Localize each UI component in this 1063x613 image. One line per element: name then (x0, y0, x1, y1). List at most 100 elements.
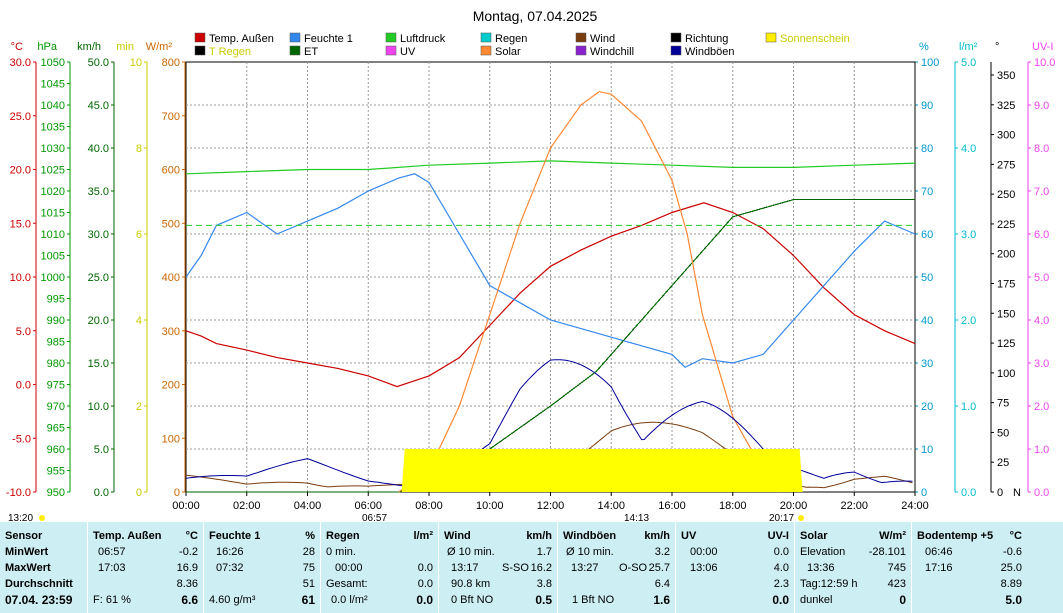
legend-label-9: UV (400, 46, 416, 58)
temp-unit: °C (185, 530, 198, 542)
left-tick-label-1-20: 950 (47, 487, 65, 499)
left-tick-label-2-6: 20.0 (88, 315, 109, 327)
legend-label-11: Windchill (590, 46, 634, 58)
solar-r2-label: 13:36 (807, 562, 835, 574)
left-tick-label-4-6: 200 (162, 380, 180, 392)
sunrise-left-label: 13:20 (8, 513, 33, 522)
left-tick-label-1-10: 1000 (41, 272, 65, 284)
right-tick-label-3-6: 4.0 (1034, 315, 1049, 327)
right-tick-label-0-5: 50 (921, 272, 933, 284)
left-tick-label-4-0: 800 (162, 57, 180, 69)
left-tick-label-1-2: 1040 (41, 100, 65, 112)
right-tick-label-2-8: 150 (997, 308, 1015, 320)
left-tick-label-4-3: 500 (162, 218, 180, 230)
left-tick-label-2-0: 50.0 (88, 57, 109, 69)
stats-col-solar: Solar W/m² Elevation -28.101 13:36 745 Tag:… (794, 522, 912, 613)
temp-avg: 8.36 (176, 578, 198, 590)
left-tick-label-4-2: 600 (162, 165, 180, 177)
row-label-max: MaxWert (5, 562, 51, 574)
humidity-avg: 51 (302, 578, 315, 590)
left-tick-label-1-6: 1020 (41, 186, 65, 198)
sensor-header: Sensor (5, 530, 43, 542)
right-tick-label-2-13: 25 (997, 457, 1009, 469)
series-layer (185, 90, 916, 493)
legend-label-5: Richtung (685, 33, 728, 45)
left-tick-label-0-7: -5.0 (12, 433, 31, 445)
left-tick-label-1-19: 955 (47, 466, 65, 478)
right-tick-label-2-10: 100 (997, 368, 1015, 380)
left-tick-label-1-15: 975 (47, 380, 65, 392)
gusts-header: Windböen (563, 530, 617, 542)
humidity-now-label: 4.60 g/m³ (209, 594, 256, 606)
stats-col-soil: Bodentemp +5 °C 06:46 -0.6 17:16 25.0 8.89 … (911, 522, 1063, 613)
right-tick-label-0-8: 20 (921, 401, 933, 413)
left-tick-label-0-6: 0.0 (16, 380, 31, 392)
left-tick-label-0-4: 10.0 (10, 272, 31, 284)
rain-now: 0.0 (416, 593, 433, 607)
rain-r2: 0.0 (417, 562, 433, 574)
legend: Temp. Außen Feuchte 1 Luftdruck Regen Wind Ri… (194, 32, 850, 58)
legend-swatch-5 (670, 32, 682, 43)
right-tick-label-3-10: 0.0 (1034, 487, 1049, 499)
right-axes: %1009080706050403020100l/m²5.04.03.02.01… (914, 41, 1055, 499)
rain-now-label: 0.0 l/m² (331, 594, 368, 606)
wind-unit: km/h (526, 530, 552, 542)
stats-panel: Sensor MinWert MaxWert Durchschnitt 07.0… (0, 522, 1063, 613)
right-tick-label-0-0: 100 (921, 57, 939, 69)
right-axis-unit-3: UV-I (1032, 41, 1053, 53)
left-tick-label-1-5: 1025 (41, 165, 65, 177)
gusts-unit: km/h (644, 530, 670, 542)
solar-peak-label: 14:13 (624, 513, 649, 522)
right-axis-extra-2: N (1013, 487, 1021, 499)
right-tick-label-1-4: 1.0 (961, 401, 976, 413)
x-tick-label-7: 14:00 (597, 500, 625, 512)
left-tick-label-1-7: 1015 (41, 208, 65, 220)
gusts-r2-dir: O-SO (619, 562, 648, 574)
left-tick-label-2-3: 35.0 (88, 186, 109, 198)
uv-r2: 4.0 (773, 562, 789, 574)
solar-header: Solar (800, 530, 828, 542)
series-wind-gusts (185, 359, 913, 487)
uv-r3: 2.3 (773, 578, 789, 590)
series-humidity (185, 173, 916, 369)
series-sunshine (186, 449, 915, 492)
legend-swatch-10 (480, 45, 492, 56)
left-tick-label-2-9: 5.0 (94, 444, 109, 456)
legend-label-8: ET (304, 46, 318, 58)
left-tick-label-1-17: 965 (47, 423, 65, 435)
x-tick-label-2: 04:00 (294, 500, 322, 512)
series-temperature (185, 202, 916, 388)
legend-swatch-7 (194, 45, 206, 56)
left-axis-unit-4: W/m² (146, 41, 173, 53)
solar-r1-label: Elevation (800, 546, 846, 558)
uv-r2-label: 13:06 (690, 562, 718, 574)
left-tick-label-4-4: 400 (162, 272, 180, 284)
rain-r1-label: 0 min. (326, 546, 356, 558)
sunset-label: 20:17 (769, 513, 794, 522)
left-tick-label-0-3: 15.0 (10, 218, 31, 230)
left-tick-label-2-10: 0.0 (94, 487, 109, 499)
rain-r2-label: 00:00 (335, 562, 363, 574)
solar-r3: 423 (887, 578, 906, 590)
right-tick-label-3-1: 9.0 (1034, 100, 1049, 112)
right-tick-label-3-7: 3.0 (1034, 358, 1049, 370)
left-tick-label-3-0: 10 (130, 57, 142, 69)
temp-header: Temp. Außen (93, 530, 162, 542)
temp-min-time: 06:57 (98, 546, 126, 558)
soil-r2: 25.0 (1000, 562, 1022, 574)
left-tick-label-2-7: 15.0 (88, 358, 109, 370)
uv-header: UV (681, 530, 697, 542)
wind-r1: 1.7 (536, 546, 552, 558)
min-temp-time-label: 06:57 (362, 513, 387, 522)
right-tick-label-2-3: 275 (997, 159, 1015, 171)
rain-r3: 0.0 (417, 578, 433, 590)
soil-header: Bodentemp +5 (917, 530, 994, 542)
left-tick-label-1-14: 980 (47, 358, 65, 370)
uv-r1-label: 00:00 (690, 546, 718, 558)
stats-col-wind: Wind km/h Ø 10 min. 1.7 13:17 S-SO 16.2 90.8… (438, 522, 558, 613)
right-tick-label-0-2: 80 (921, 143, 933, 155)
right-tick-label-3-4: 6.0 (1034, 229, 1049, 241)
legend-swatch-1 (289, 32, 301, 43)
series-solar (398, 90, 779, 493)
legend-swatch-9 (385, 45, 397, 56)
